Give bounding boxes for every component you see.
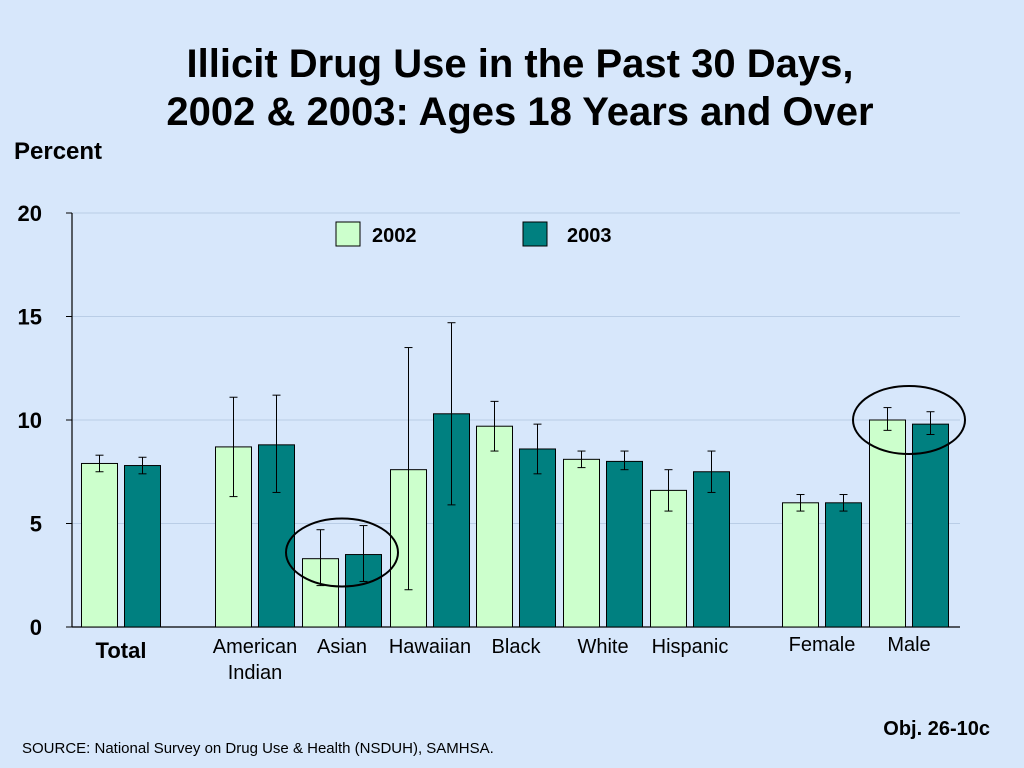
- y-tick-label: 10: [18, 408, 42, 433]
- y-tick-label: 0: [30, 615, 42, 640]
- bar-2003: [693, 471, 730, 628]
- legend-swatch-2003: [522, 221, 548, 247]
- bar-2002: [782, 502, 819, 628]
- y-tick-label: 15: [18, 305, 42, 330]
- highlight-circle: [285, 517, 399, 588]
- y-tick-label: 20: [18, 201, 42, 226]
- category-label: American: [213, 636, 297, 658]
- title-line-2: 2002 & 2003: Ages 18 Years and Over: [166, 90, 874, 134]
- bar-2003: [825, 502, 862, 628]
- category-label: Male: [887, 634, 930, 656]
- title-line-1: Illicit Drug Use in the Past 30 Days,: [186, 42, 854, 86]
- category-label: Black: [492, 636, 542, 658]
- legend-swatch-2002: [335, 221, 361, 247]
- y-tick-label: 5: [30, 512, 42, 537]
- category-label: Female: [789, 634, 856, 656]
- bar-2003: [124, 465, 161, 628]
- objective-label: Obj. 26-10c: [883, 718, 990, 740]
- highlight-circle: [852, 385, 966, 455]
- legend-label: 2003: [567, 225, 612, 247]
- category-label: Hispanic: [652, 636, 729, 658]
- category-label: Hawaiian: [389, 636, 471, 658]
- bar-2002: [650, 489, 687, 628]
- category-label: Indian: [228, 662, 283, 684]
- bar-2002: [81, 462, 118, 628]
- bar-2003: [519, 448, 556, 628]
- y-axis-label: Percent: [14, 138, 103, 165]
- legend-label: 2002: [372, 225, 417, 247]
- category-label: Asian: [317, 636, 367, 658]
- category-label: White: [577, 636, 628, 658]
- bar-2003: [606, 460, 643, 628]
- bar-2002: [476, 425, 513, 628]
- slide-title: Illicit Drug Use in the Past 30 Days, 20…: [0, 40, 1024, 136]
- category-label: Total: [96, 638, 147, 663]
- source-note: SOURCE: National Survey on Drug Use & He…: [22, 740, 494, 757]
- bar-2002: [563, 458, 600, 628]
